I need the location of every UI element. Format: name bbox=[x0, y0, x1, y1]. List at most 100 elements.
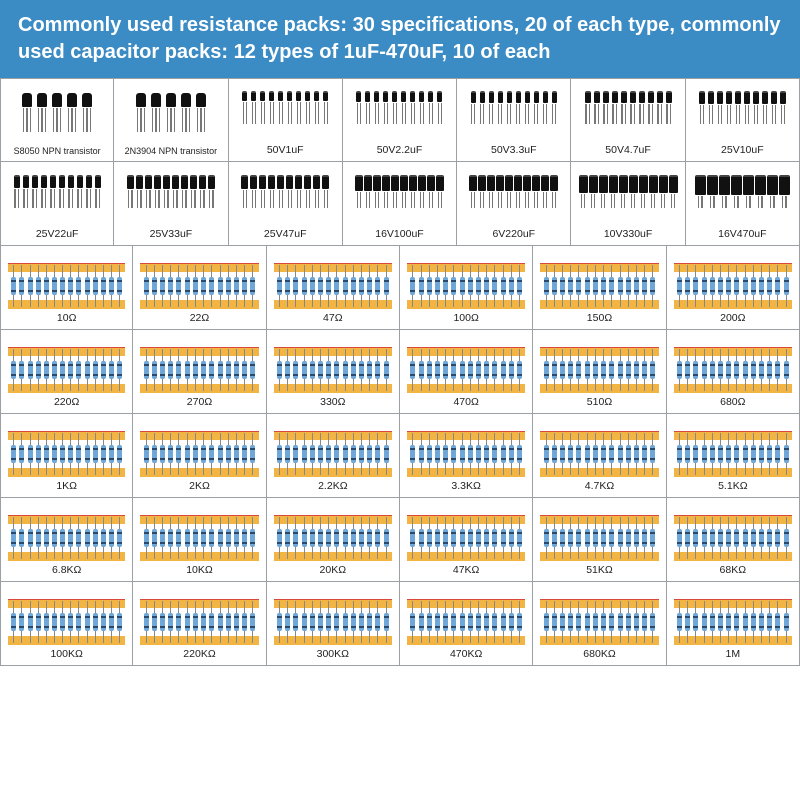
cell-label: S8050 NPN transistor bbox=[14, 145, 101, 157]
resistor-icon bbox=[702, 265, 707, 307]
resistor-icon bbox=[293, 433, 298, 475]
capacitor-icon bbox=[382, 175, 390, 208]
resistor-icon bbox=[234, 265, 239, 307]
resistor-cell: 2KΩ bbox=[133, 414, 266, 498]
transistor-icon bbox=[82, 93, 93, 132]
resistor-icon bbox=[650, 601, 655, 643]
resistor-icon bbox=[310, 433, 315, 475]
resistor-icon bbox=[492, 349, 497, 391]
cell-label: 2.2KΩ bbox=[318, 479, 347, 493]
resistor-icon bbox=[302, 601, 307, 643]
cell-label: 68KΩ bbox=[720, 563, 747, 577]
cell-label: 300KΩ bbox=[317, 647, 349, 661]
resistor-cell: 200Ω bbox=[667, 246, 800, 330]
capacitor-icon bbox=[296, 91, 301, 124]
resistor-icon bbox=[634, 433, 639, 475]
resistor-icon bbox=[343, 517, 348, 559]
resistor-icon bbox=[685, 349, 690, 391]
capacitor-icon bbox=[208, 175, 215, 208]
resistor-icon bbox=[693, 349, 698, 391]
resistor-icon bbox=[435, 517, 440, 559]
resistor-icon bbox=[375, 517, 380, 559]
resistor-icon bbox=[677, 517, 682, 559]
resistor-icon bbox=[185, 601, 190, 643]
resistor-icon bbox=[618, 349, 623, 391]
capacitor-icon bbox=[579, 175, 588, 208]
resistor-icon bbox=[318, 601, 323, 643]
resistor-icon bbox=[351, 601, 356, 643]
resistor-icon bbox=[468, 517, 473, 559]
cell-label: 4.7KΩ bbox=[585, 479, 614, 493]
transistor-icon bbox=[165, 93, 176, 132]
resistor-cell: 51KΩ bbox=[533, 498, 666, 582]
resistor-icon bbox=[318, 349, 323, 391]
resistor-icon bbox=[144, 265, 149, 307]
resistor-icon bbox=[302, 349, 307, 391]
resistor-icon bbox=[334, 433, 339, 475]
resistor-icon bbox=[144, 517, 149, 559]
resistor-strip bbox=[540, 597, 658, 647]
resistor-icon bbox=[242, 349, 247, 391]
resistor-icon bbox=[634, 517, 639, 559]
capacitor-icon bbox=[259, 175, 266, 208]
resistor-icon bbox=[685, 601, 690, 643]
resistor-icon bbox=[419, 265, 424, 307]
capacitor-icon bbox=[172, 175, 179, 208]
resistor-cell: 150Ω bbox=[533, 246, 666, 330]
resistor-icon bbox=[209, 349, 214, 391]
resistor-icon bbox=[93, 601, 98, 643]
cell-label: 220KΩ bbox=[183, 647, 215, 661]
cell-label: 1KΩ bbox=[56, 479, 77, 493]
capacitor-icon bbox=[507, 91, 512, 124]
capacitor-icon bbox=[726, 91, 732, 124]
capacitor-icon bbox=[585, 91, 591, 124]
resistor-icon bbox=[568, 433, 573, 475]
cell-label: 22Ω bbox=[190, 311, 210, 325]
resistor-icon bbox=[318, 517, 323, 559]
resistor-icon bbox=[19, 265, 24, 307]
resistor-icon bbox=[585, 517, 590, 559]
transistor-icon bbox=[52, 93, 63, 132]
resistor-strip bbox=[140, 597, 258, 647]
resistor-strip bbox=[274, 429, 392, 479]
resistor-icon bbox=[36, 601, 41, 643]
resistor-icon bbox=[784, 265, 789, 307]
resistor-icon bbox=[784, 601, 789, 643]
resistor-icon bbox=[76, 349, 81, 391]
resistor-strip bbox=[274, 597, 392, 647]
resistor-icon bbox=[234, 601, 239, 643]
resistor-icon bbox=[435, 601, 440, 643]
resistor-icon bbox=[517, 517, 522, 559]
resistor-icon bbox=[544, 349, 549, 391]
resistor-icon bbox=[101, 601, 106, 643]
resistor-icon bbox=[201, 349, 206, 391]
resistor-cell: 100KΩ bbox=[0, 582, 133, 666]
resistor-strip bbox=[8, 345, 125, 395]
resistor-icon bbox=[384, 601, 389, 643]
resistor-icon bbox=[234, 517, 239, 559]
cell-label: 16V470uF bbox=[718, 227, 766, 241]
cell-label: 470KΩ bbox=[450, 647, 482, 661]
capacitor-icon bbox=[383, 91, 388, 124]
capacitor-icon bbox=[136, 175, 143, 208]
resistor-icon bbox=[285, 517, 290, 559]
resistor-icon bbox=[460, 433, 465, 475]
resistor-cell: 220KΩ bbox=[133, 582, 266, 666]
resistor-cell: 10Ω bbox=[0, 246, 133, 330]
resistor-icon bbox=[552, 349, 557, 391]
resistor-icon bbox=[501, 433, 506, 475]
resistor-icon bbox=[19, 601, 24, 643]
capacitor-icon bbox=[594, 91, 600, 124]
resistor-icon bbox=[11, 517, 16, 559]
resistor-icon bbox=[285, 349, 290, 391]
resistor-icon bbox=[501, 517, 506, 559]
resistor-icon bbox=[285, 601, 290, 643]
resistor-icon bbox=[242, 433, 247, 475]
cell-label: 25V22uF bbox=[36, 227, 79, 241]
resistor-icon bbox=[642, 517, 647, 559]
resistor-icon bbox=[544, 433, 549, 475]
resistor-icon bbox=[476, 517, 481, 559]
transistor-icon bbox=[135, 93, 146, 132]
resistor-icon bbox=[384, 349, 389, 391]
capacitor-icon bbox=[86, 175, 92, 208]
